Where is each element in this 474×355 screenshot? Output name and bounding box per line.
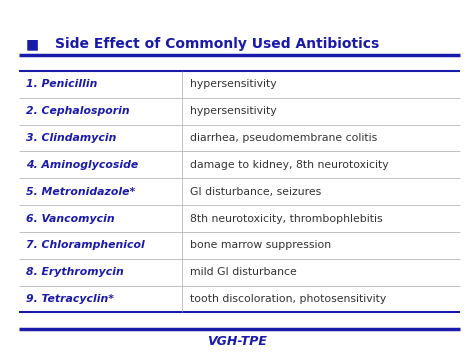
Text: mild GI disturbance: mild GI disturbance bbox=[190, 267, 296, 277]
Text: 4. Aminoglycoside: 4. Aminoglycoside bbox=[26, 160, 138, 170]
Text: hypersensitivity: hypersensitivity bbox=[190, 80, 276, 89]
Text: 9. Tetracyclin*: 9. Tetracyclin* bbox=[26, 294, 114, 304]
Text: Side Effect of Commonly Used Antibiotics: Side Effect of Commonly Used Antibiotics bbox=[55, 37, 379, 51]
Text: 5. Metronidazole*: 5. Metronidazole* bbox=[26, 187, 135, 197]
Text: 7. Chloramphenicol: 7. Chloramphenicol bbox=[26, 240, 145, 250]
Text: 8th neurotoxicity, thrombophlebitis: 8th neurotoxicity, thrombophlebitis bbox=[190, 213, 382, 224]
Text: GI disturbance, seizures: GI disturbance, seizures bbox=[190, 187, 321, 197]
Text: 1. Penicillin: 1. Penicillin bbox=[26, 80, 98, 89]
Text: 3. Clindamycin: 3. Clindamycin bbox=[26, 133, 117, 143]
Text: 2. Cephalosporin: 2. Cephalosporin bbox=[26, 106, 130, 116]
Text: VGH-TPE: VGH-TPE bbox=[207, 335, 267, 348]
Text: tooth discoloration, photosensitivity: tooth discoloration, photosensitivity bbox=[190, 294, 386, 304]
Text: 8. Erythromycin: 8. Erythromycin bbox=[26, 267, 124, 277]
Text: ■: ■ bbox=[26, 37, 39, 51]
Text: hypersensitivity: hypersensitivity bbox=[190, 106, 276, 116]
Text: 6. Vancomycin: 6. Vancomycin bbox=[26, 213, 115, 224]
Text: diarrhea, pseudomembrane colitis: diarrhea, pseudomembrane colitis bbox=[190, 133, 377, 143]
Text: bone marrow suppression: bone marrow suppression bbox=[190, 240, 331, 250]
Text: damage to kidney, 8th neurotoxicity: damage to kidney, 8th neurotoxicity bbox=[190, 160, 388, 170]
